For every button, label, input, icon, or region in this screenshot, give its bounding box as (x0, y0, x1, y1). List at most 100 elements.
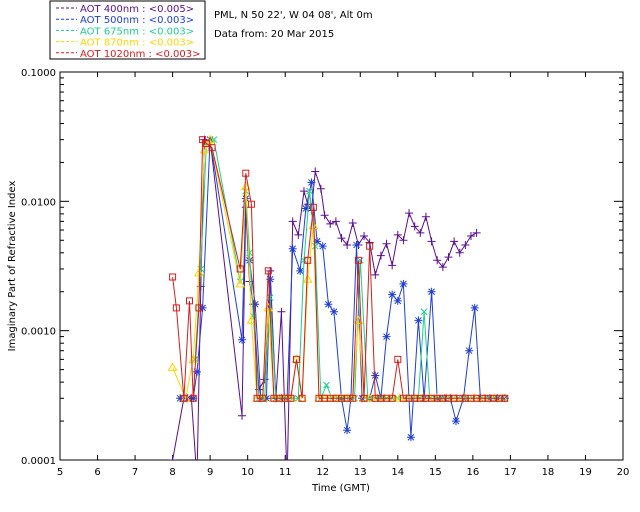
data-point-plus (294, 230, 303, 239)
data-point-square (180, 394, 188, 402)
data-point-plus (311, 167, 320, 176)
data-point-square (360, 394, 368, 402)
data-point-square (304, 256, 312, 264)
data-point-x (210, 136, 218, 143)
data-point-plus (337, 234, 346, 243)
data-point-plus (288, 217, 297, 226)
data-point-plus (388, 261, 397, 270)
data-point-plus (433, 256, 442, 265)
data-point-triangle (246, 315, 257, 324)
data-point-square (287, 394, 295, 402)
data-point-square (169, 273, 177, 281)
x-tick-label: 6 (94, 467, 100, 478)
data-point-asterisk (470, 303, 479, 312)
data-point-x (300, 256, 308, 264)
legend-item: AOT 400nm : <0.005> (56, 4, 194, 15)
legend-item: AOT 500nm : <0.003> (56, 15, 194, 26)
data-point-asterisk (307, 178, 316, 187)
data-point-asterisk (192, 367, 201, 376)
data-point-asterisk (343, 426, 352, 435)
data-point-square (172, 304, 180, 312)
data-point-plus (320, 211, 329, 220)
data-point-square (349, 394, 357, 402)
data-point-plus (326, 219, 335, 228)
site-location: PML, N 50 22', W 04 08', Alt 0m (214, 10, 373, 21)
x-tick-label: 10 (241, 467, 254, 478)
data-point-square (388, 394, 396, 402)
legend-label: AOT 870nm : <0.003> (80, 38, 194, 49)
data-point-plus (472, 228, 481, 237)
y-tick-label: 0.0001 (21, 456, 56, 467)
data-point-plus (343, 240, 352, 249)
data-point-plus (348, 218, 357, 227)
data-point-square (208, 144, 216, 152)
y-axis-title: Imaginary Part of Refractive Index (7, 181, 18, 352)
data-point-asterisk (198, 303, 207, 312)
series-0 (168, 135, 481, 484)
data-point-square (195, 304, 203, 312)
data-point-asterisk (329, 307, 338, 316)
data-point-plus (277, 307, 286, 316)
legend-label: AOT 1020nm : <0.003> (80, 49, 200, 60)
data-point-square (247, 200, 255, 208)
data-point-asterisk (238, 335, 247, 344)
data-point-x (294, 394, 302, 402)
data-point-plus (168, 456, 177, 460)
data-point-plus (427, 237, 436, 246)
data-point-plus (382, 239, 391, 248)
data-point-square (394, 355, 402, 363)
x-tick-label: 12 (316, 467, 329, 478)
data-point-plus (450, 237, 459, 246)
data-point-square (354, 256, 362, 264)
x-tick-label: 11 (279, 467, 292, 478)
data-point-asterisk (318, 242, 327, 251)
data-point-plus (331, 217, 340, 226)
data-point-square (264, 267, 272, 275)
x-tick-label: 14 (391, 467, 404, 478)
site-info: PML, N 50 22', W 04 08', Alt 0m Data fro… (214, 10, 373, 40)
y-axis: 0.0001 0.0010 0.0100 0.1000 (21, 68, 623, 467)
data-point-plus (365, 238, 374, 247)
x-tick-label: 8 (169, 467, 175, 478)
data-point-asterisk (427, 287, 436, 296)
legend-item: AOT 1020nm : <0.003> (56, 49, 200, 60)
data-point-x (246, 249, 253, 257)
legend: AOT 400nm : <0.005>AOT 500nm : <0.003>AO… (49, 0, 206, 60)
data-point-square (199, 136, 207, 144)
data-point-triangle (302, 274, 313, 283)
data-point-square (292, 355, 300, 363)
data-point-asterisk (388, 290, 397, 299)
data-point-square (309, 203, 317, 211)
data-point-plus (360, 231, 369, 240)
legend-label: AOT 500nm : <0.003> (80, 15, 194, 26)
data-point-plus (393, 230, 402, 239)
y-tick-label: 0.1000 (21, 68, 56, 79)
legend-item: AOT 675nm : <0.003> (56, 26, 194, 37)
data-point-asterisk (382, 332, 391, 341)
data-point-asterisk (393, 296, 402, 305)
data-point-square (298, 394, 306, 402)
data-point-asterisk (251, 300, 260, 309)
data-point-triangle (394, 393, 405, 402)
x-axis: 5 6 7 8 9 10 11 12 13 14 15 16 17 18 19 20 (57, 72, 629, 478)
y-tick-label: 0.0100 (21, 197, 56, 208)
data-point-x (420, 308, 428, 316)
data-point-x (266, 294, 274, 302)
data-point-asterisk (406, 433, 415, 442)
data-point-plus (193, 476, 201, 484)
data-point-x (323, 381, 330, 389)
series-4 (169, 136, 509, 402)
data-point-x (306, 187, 313, 195)
x-tick-label: 15 (429, 467, 442, 478)
data-point-triangle (167, 362, 178, 371)
series-line (172, 139, 477, 460)
x-tick-label: 5 (57, 467, 63, 478)
data-point-plus (461, 240, 470, 249)
x-tick-label: 16 (466, 467, 479, 478)
data-point-asterisk (301, 204, 310, 213)
data-point-square (366, 242, 374, 250)
legend-item: AOT 870nm : <0.003> (56, 38, 194, 49)
data-point-plus (466, 231, 475, 240)
data-point-asterisk (465, 346, 474, 355)
series-line (172, 138, 505, 399)
